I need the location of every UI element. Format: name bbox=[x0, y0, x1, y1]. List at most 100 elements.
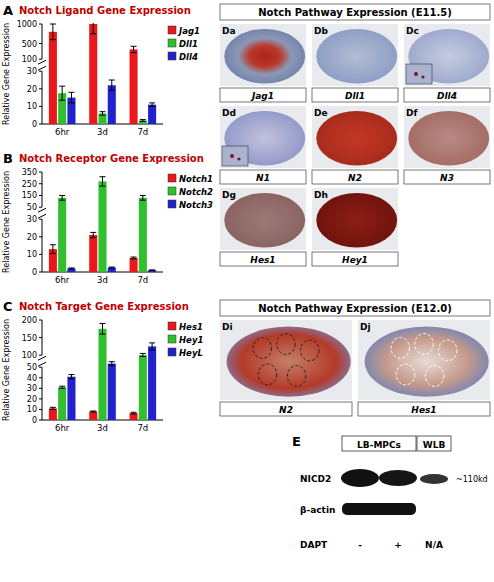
chart-title: Notch Ligand Gene Expression bbox=[19, 5, 191, 16]
lane-label: + bbox=[394, 540, 402, 550]
condensation-outline bbox=[396, 364, 414, 385]
label-box bbox=[358, 402, 490, 416]
size-label: ~110kd bbox=[456, 475, 488, 484]
condensation-outline bbox=[277, 334, 295, 355]
error-bar bbox=[131, 412, 137, 414]
figure: ANotch Ligand Gene Expression01020301005… bbox=[0, 0, 494, 582]
x-tick-label: 6hr bbox=[55, 127, 70, 137]
condensation-outline bbox=[415, 334, 433, 355]
group-label: WLB bbox=[423, 440, 446, 450]
axis-break bbox=[38, 214, 46, 218]
panel-label: Hes1 bbox=[411, 405, 436, 415]
y-tick-label: 250 bbox=[22, 180, 37, 189]
label-box bbox=[220, 170, 306, 184]
legend-label: Dll4 bbox=[179, 52, 198, 62]
legend-swatch bbox=[168, 322, 176, 330]
y-tick bbox=[39, 59, 42, 60]
y-tick-label: 30 bbox=[27, 215, 37, 224]
error-bar bbox=[149, 343, 155, 350]
legend-swatch bbox=[168, 39, 176, 47]
x-tick-label: 7d bbox=[137, 275, 148, 285]
x-tick-label: 7d bbox=[137, 127, 148, 137]
chart-title: Notch Receptor Gene Expression bbox=[19, 153, 204, 164]
inset bbox=[222, 146, 248, 166]
bar bbox=[148, 270, 156, 272]
y-tick-label: 10 bbox=[27, 102, 37, 111]
axis-break bbox=[38, 356, 46, 360]
bar bbox=[139, 198, 147, 272]
error-bar bbox=[109, 80, 115, 91]
y-tick bbox=[39, 337, 42, 338]
inset bbox=[406, 64, 432, 84]
y-tick bbox=[39, 320, 42, 321]
error-bar bbox=[100, 177, 106, 186]
panel-letter: Dj bbox=[360, 322, 371, 332]
y-tick bbox=[39, 398, 42, 399]
band bbox=[420, 474, 448, 484]
group-header-box bbox=[220, 4, 490, 20]
row-label: DAPT bbox=[300, 540, 328, 550]
y-tick bbox=[39, 88, 42, 89]
bar bbox=[89, 24, 97, 124]
panel-letter: Dh bbox=[314, 190, 328, 200]
bar bbox=[89, 235, 97, 272]
y-tick-label: 0 bbox=[32, 416, 37, 425]
axis-break bbox=[38, 362, 46, 366]
label-box bbox=[312, 170, 398, 184]
bar bbox=[58, 198, 66, 272]
y-tick bbox=[39, 183, 42, 184]
y-tick-label: 200 bbox=[22, 316, 37, 325]
group-header-box bbox=[220, 300, 490, 316]
band bbox=[379, 470, 417, 486]
y-tick-label: 40 bbox=[27, 374, 37, 383]
label-box bbox=[220, 88, 306, 102]
label-box bbox=[312, 88, 398, 102]
x-tick-label: 3d bbox=[97, 127, 108, 137]
y-tick-label: 20 bbox=[27, 395, 37, 404]
row-label: β-actin bbox=[300, 505, 335, 515]
y-tick-label: 100 bbox=[22, 351, 37, 360]
y-tick-label: 150 bbox=[22, 191, 37, 200]
axis-break bbox=[38, 208, 46, 212]
x-tick-label: 6hr bbox=[55, 423, 70, 433]
band bbox=[342, 503, 416, 515]
legend-label: Notch3 bbox=[179, 200, 213, 210]
y-tick bbox=[39, 207, 42, 208]
panel-label: N1 bbox=[256, 173, 270, 183]
image-bg bbox=[220, 188, 306, 250]
error-bar bbox=[50, 407, 56, 409]
row-label: NICD2 bbox=[300, 474, 331, 484]
y-axis-title: Relative Gene Expression bbox=[2, 171, 11, 273]
panel-label: N2 bbox=[279, 405, 293, 415]
tissue bbox=[365, 326, 489, 396]
bar bbox=[130, 258, 138, 272]
error-bar bbox=[149, 103, 155, 107]
error-bar bbox=[100, 324, 106, 335]
plot-area bbox=[49, 23, 156, 124]
lane-label: N/A bbox=[425, 540, 443, 550]
x-tick-label: 3d bbox=[97, 423, 108, 433]
panel-letter: Dd bbox=[222, 108, 236, 118]
y-tick-label: 10 bbox=[27, 405, 37, 414]
lane-label: - bbox=[358, 540, 362, 550]
condensation-outline bbox=[425, 366, 443, 387]
legend-label: Jag1 bbox=[177, 26, 200, 36]
tissue bbox=[316, 111, 397, 166]
inset-cell bbox=[237, 157, 240, 160]
y-tick-label: 350 bbox=[22, 168, 37, 177]
y-tick-label: 0 bbox=[32, 268, 37, 277]
y-tick-label: 150 bbox=[22, 334, 37, 343]
tissue bbox=[316, 193, 397, 248]
legend-swatch bbox=[168, 174, 176, 182]
panel-label: Dll1 bbox=[345, 91, 365, 101]
bar bbox=[108, 85, 116, 124]
y-tick-label: 0 bbox=[32, 120, 37, 129]
error-bar bbox=[100, 112, 106, 116]
bar bbox=[139, 120, 147, 124]
group-label: LB-MPCs bbox=[357, 440, 401, 450]
y-tick bbox=[39, 24, 42, 25]
error-bar bbox=[109, 362, 115, 366]
bar bbox=[148, 105, 156, 124]
error-bar bbox=[50, 245, 56, 254]
inset-cell bbox=[414, 72, 418, 76]
